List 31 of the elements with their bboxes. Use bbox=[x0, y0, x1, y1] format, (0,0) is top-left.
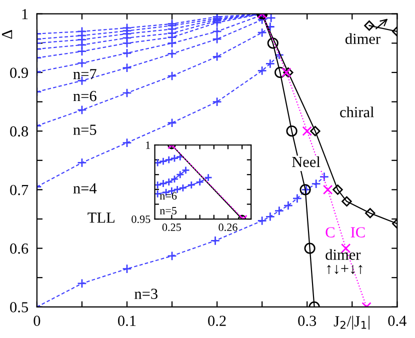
y-tick-label: 0.5 bbox=[10, 302, 28, 312]
y-tick-label: 0.7 bbox=[10, 184, 28, 196]
annotation: n=7 bbox=[73, 69, 96, 80]
x-tick-label: 0.26 bbox=[218, 224, 238, 232]
y-axis-title: Δ bbox=[2, 30, 12, 39]
y-tick-label: 0.6 bbox=[10, 243, 28, 254]
annotation: n=6 bbox=[73, 90, 96, 102]
annotation: Neel bbox=[292, 156, 320, 168]
annotation: n=3 bbox=[134, 288, 158, 300]
y-tick-label: 1 bbox=[22, 9, 28, 20]
x-tick-label: 0.4 bbox=[388, 316, 406, 326]
annotation: n=4 bbox=[73, 183, 97, 194]
y-tick-label: 1 bbox=[146, 142, 150, 149]
x-tick-label: 0.25 bbox=[162, 224, 181, 232]
x-tick-label: 0.3 bbox=[298, 316, 316, 326]
annotation: dimer bbox=[345, 33, 380, 44]
x-tick-label: 0 bbox=[34, 316, 40, 326]
annotation: n=5 bbox=[73, 124, 96, 135]
x-tick-label: 0.2 bbox=[208, 316, 226, 326]
annotation: IC bbox=[350, 227, 365, 238]
annotation: n=5 bbox=[160, 207, 177, 214]
y-tick-label: 0.8 bbox=[10, 126, 28, 137]
y-tick-label: 0.9 bbox=[10, 68, 28, 78]
x-tick-label: 0.1 bbox=[118, 316, 136, 326]
y-tick-label: 0.95 bbox=[132, 215, 150, 224]
x-axis-title: J$_{2}$/|J$_{1}$| bbox=[334, 316, 370, 330]
annotation: TLL bbox=[88, 212, 114, 223]
annotation: chiral bbox=[340, 106, 374, 118]
annotation: C bbox=[326, 227, 334, 238]
annotation: n=6 bbox=[160, 192, 177, 200]
annotation: dimer ↑↓+↓↑ bbox=[326, 249, 362, 274]
